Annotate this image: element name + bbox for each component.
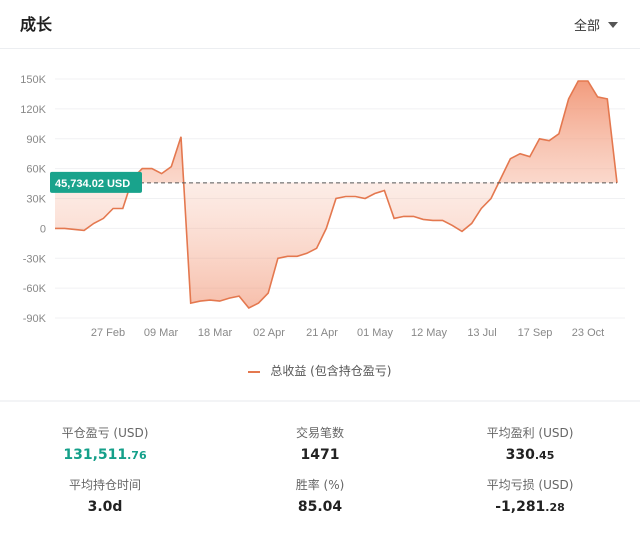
- legend-label: 总收益 (包含持仓盈亏): [270, 364, 392, 378]
- x-tick-label: 09 Mar: [144, 327, 179, 339]
- stat-value: 131,511.76: [63, 447, 147, 463]
- stat-label: 平仓盈亏 (USD): [61, 426, 149, 440]
- chevron-down-icon: [608, 21, 618, 28]
- y-tick-label: -60K: [23, 283, 47, 295]
- x-tick-label: 01 May: [357, 327, 394, 339]
- x-tick-label: 27 Feb: [91, 327, 125, 339]
- stat-label: 平均持仓时间: [68, 478, 141, 492]
- y-tick-label: -30K: [23, 253, 47, 265]
- y-tick-label: -90K: [23, 313, 47, 325]
- stat-average-hold-time: 平均持仓时间 3.0d: [5, 476, 205, 515]
- growth-chart: 150K 120K 90K 60K 30K 0 -30K -60K -90K 27 Feb 09 …: [20, 74, 625, 339]
- stat-value: 1471: [300, 447, 340, 463]
- stat-value: 85.04: [297, 499, 343, 515]
- page-title: 成长: [20, 15, 53, 34]
- y-tick-label: 150K: [20, 74, 46, 86]
- card-header: 成长 全部: [0, 0, 640, 49]
- x-tick-label: 13 Jul: [467, 327, 496, 339]
- y-tick-label: 90K: [26, 134, 46, 146]
- y-tick-label: 60K: [26, 164, 46, 176]
- stat-value: 330.45: [505, 447, 555, 463]
- stat-value: -1,281.28: [495, 499, 565, 515]
- reference-label: 45,734.02 USD: [55, 178, 130, 190]
- y-tick-label: 120K: [20, 104, 46, 116]
- stat-label: 平均亏损 (USD): [486, 478, 574, 492]
- legend-swatch: [248, 370, 261, 373]
- series-area-positive: [55, 81, 617, 183]
- x-tick-label: 21 Apr: [306, 327, 338, 339]
- x-tick-label: 12 May: [411, 327, 448, 339]
- x-tick-label: 23 Oct: [572, 327, 604, 339]
- x-tick-label: 18 Mar: [198, 327, 233, 339]
- range-filter-dropdown[interactable]: 全部: [574, 15, 618, 34]
- stat-closed-pnl: 平仓盈亏 (USD) 131,511.76: [5, 424, 205, 463]
- stats-panel: 平仓盈亏 (USD) 131,511.76 交易笔数 1471 平均盈利 (US…: [0, 402, 640, 538]
- range-filter-label: 全部: [573, 19, 600, 34]
- stat-label: 交易笔数: [295, 426, 344, 440]
- chart-legend[interactable]: 总收益 (包含持仓盈亏): [0, 362, 640, 379]
- stat-label: 平均盈利 (USD): [486, 426, 574, 440]
- stat-label: 胜率 (%): [295, 478, 345, 492]
- growth-card: 成长 全部 150K 120K 90K 60K 30K 0 -30K -60K -90K 27 …: [0, 0, 640, 400]
- series-line: [55, 80, 618, 310]
- stat-trade-count: 交易笔数 1471: [220, 424, 420, 463]
- x-tick-label: 02 Apr: [253, 327, 285, 339]
- y-tick-label: 0: [40, 223, 46, 235]
- reference-badge: 45,734.02 USD: [50, 171, 142, 193]
- y-tick-label: 30K: [26, 194, 46, 206]
- stat-value: 3.0d: [87, 499, 123, 515]
- stat-win-rate: 胜率 (%) 85.04: [220, 476, 420, 515]
- stat-average-loss: 平均亏损 (USD) -1,281.28: [430, 476, 630, 515]
- series-area-negative: [55, 182, 499, 308]
- x-tick-label: 17 Sep: [518, 327, 553, 339]
- stat-average-profit: 平均盈利 (USD) 330.45: [430, 424, 630, 463]
